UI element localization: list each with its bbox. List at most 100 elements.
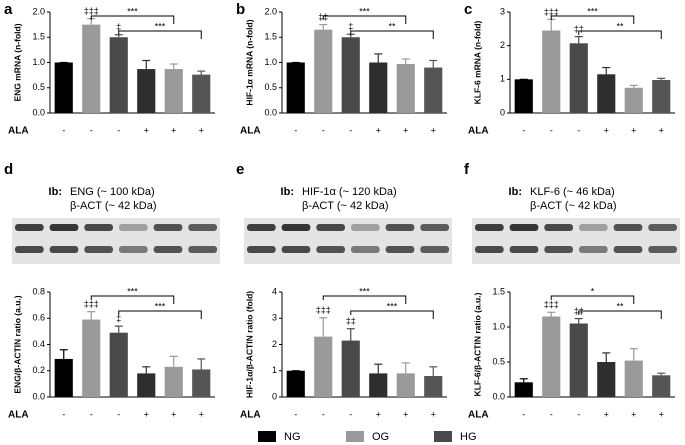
bar <box>192 369 211 397</box>
blot-label: KLF-6 (~ 46 kDa) <box>530 186 615 198</box>
bracket-label: *** <box>155 21 166 31</box>
y-tick-label: 3 <box>272 313 277 323</box>
x-tick-label: - <box>62 409 65 419</box>
bar <box>396 373 415 397</box>
x-tick-label: - <box>117 409 120 419</box>
bracket-label: *** <box>359 286 370 296</box>
blot-label: β-ACT (~ 42 kDa) <box>302 200 389 212</box>
x-axis-label: ALA <box>8 126 29 137</box>
x-tick-label: - <box>294 409 297 419</box>
bar <box>597 362 616 397</box>
significance-mark: ‡ <box>348 22 353 32</box>
bar <box>164 69 183 113</box>
blot-band <box>316 224 345 231</box>
x-tick-label: + <box>171 125 176 135</box>
y-axis-label: HIF-1α/β-ACTIN ratio (fold) <box>244 291 254 398</box>
blot-band <box>385 224 415 231</box>
blot-band <box>153 224 183 231</box>
blot-band <box>544 246 573 253</box>
y-tick-label: 0 <box>272 391 277 401</box>
blot-band <box>188 224 217 231</box>
bracket <box>322 15 407 24</box>
y-axis-label: HIF-1α mRNA (n-fold) <box>244 19 254 105</box>
blot-prefix: Ib: <box>281 186 294 198</box>
bar <box>424 67 443 113</box>
blot-band <box>15 224 44 231</box>
bar <box>569 43 588 114</box>
bar <box>652 80 671 113</box>
bracket-label: *** <box>127 6 138 16</box>
significance-mark: ‡ <box>116 314 121 324</box>
blot-band <box>420 246 449 253</box>
bar <box>341 340 360 397</box>
panel-letter: a <box>4 1 13 18</box>
x-tick-label: + <box>376 125 381 135</box>
bar <box>109 332 128 397</box>
blot-band <box>119 246 148 253</box>
blot-band <box>49 246 79 253</box>
legend-swatch <box>258 431 276 442</box>
y-tick-label: 2.0 <box>264 6 277 16</box>
bar <box>542 30 561 114</box>
bar <box>542 316 561 397</box>
bracket <box>578 310 662 319</box>
blot-band <box>281 224 311 231</box>
panel-letter: d <box>4 161 13 178</box>
y-tick-label: 0.4 <box>32 339 45 349</box>
bracket-label: ** <box>616 21 624 31</box>
bar <box>137 373 156 397</box>
bracket <box>578 30 662 39</box>
y-tick-label: 0.2 <box>32 365 45 375</box>
blot-band <box>247 246 276 253</box>
y-tick-label: 2 <box>500 40 505 50</box>
bar <box>286 62 305 113</box>
blot-band <box>579 246 608 253</box>
blot-band <box>15 246 44 253</box>
y-axis-label: ENG mRNA (n-fold) <box>12 23 22 101</box>
x-tick-label: + <box>659 125 664 135</box>
y-tick-label: 1.5 <box>32 32 45 42</box>
y-tick-label: 1 <box>500 74 505 84</box>
blot-label: β-ACT (~ 42 kDa) <box>70 200 157 212</box>
bracket <box>550 15 635 24</box>
x-axis-label: ALA <box>468 410 489 421</box>
blot-band <box>188 246 217 253</box>
x-axis-label: ALA <box>468 126 489 137</box>
y-tick-label: 0.6 <box>32 313 45 323</box>
bar <box>369 62 388 113</box>
significance-mark: ‡‡ <box>346 316 356 326</box>
y-axis-label: KLF-6 mRNA (n-fold) <box>472 20 482 104</box>
bar <box>624 360 643 397</box>
bar <box>286 370 305 397</box>
x-tick-label: + <box>604 409 609 419</box>
x-tick-label: - <box>577 125 580 135</box>
blot-band <box>84 224 113 231</box>
y-tick-label: 3 <box>500 6 505 16</box>
legend-label: NG <box>284 431 301 443</box>
bracket <box>118 310 202 319</box>
x-tick-label: - <box>522 409 525 419</box>
x-tick-label: - <box>349 409 352 419</box>
bar <box>54 358 73 397</box>
x-tick-label: + <box>431 125 436 135</box>
blot-band <box>49 224 79 231</box>
x-tick-label: + <box>631 409 636 419</box>
blot-band <box>281 246 311 253</box>
bracket-label: *** <box>359 6 370 16</box>
y-tick-label: 2 <box>272 339 277 349</box>
x-tick-label: - <box>550 409 553 419</box>
bracket-label: ** <box>616 301 624 311</box>
panel-letter: c <box>464 1 472 18</box>
x-tick-label: + <box>199 125 204 135</box>
bracket-label: * <box>591 286 595 296</box>
blot-prefix: Ib: <box>49 186 62 198</box>
significance-mark: ‡ <box>116 22 121 32</box>
x-tick-label: - <box>117 125 120 135</box>
blot-image <box>472 218 680 264</box>
x-tick-label: + <box>604 125 609 135</box>
bracket-label: *** <box>587 6 598 16</box>
x-tick-label: - <box>550 125 553 135</box>
y-tick-label: 1.0 <box>492 321 505 331</box>
bar <box>109 37 128 113</box>
